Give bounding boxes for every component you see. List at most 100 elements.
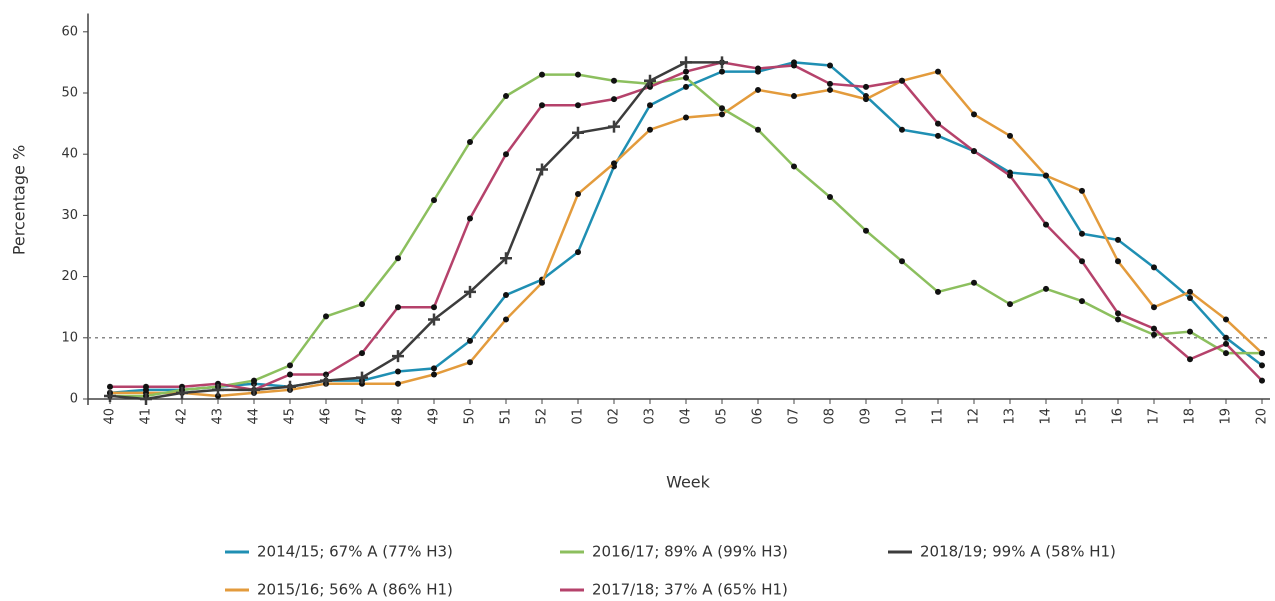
marker — [575, 190, 581, 197]
marker — [1151, 264, 1157, 271]
marker — [179, 383, 185, 390]
marker — [431, 304, 437, 311]
marker — [467, 359, 473, 366]
x-axis-title: Week — [666, 473, 711, 492]
marker — [572, 126, 584, 139]
x-tick-label: 50 — [463, 408, 478, 425]
marker — [359, 301, 365, 308]
x-tick-label: 12 — [967, 408, 982, 425]
marker — [971, 111, 977, 118]
marker — [248, 383, 260, 396]
marker — [791, 163, 797, 170]
x-tick-label: 49 — [427, 408, 442, 425]
x-tick-label: 18 — [1183, 408, 1198, 425]
marker — [1007, 132, 1013, 139]
marker — [1259, 350, 1265, 357]
marker — [1259, 362, 1265, 369]
y-tick-label: 50 — [61, 86, 78, 101]
marker — [215, 392, 221, 399]
x-tick-label: 45 — [283, 408, 298, 425]
marker — [356, 371, 368, 384]
marker — [395, 380, 401, 387]
x-tick-label: 52 — [535, 408, 550, 425]
marker — [1007, 172, 1013, 179]
x-tick-label: 51 — [499, 408, 514, 425]
marker — [899, 126, 905, 133]
x-tick-label: 16 — [1111, 408, 1126, 425]
marker — [467, 215, 473, 222]
x-tick-label: 08 — [823, 408, 838, 425]
marker — [827, 62, 833, 69]
marker — [899, 258, 905, 265]
series-line — [110, 61, 1263, 392]
x-tick-label: 07 — [787, 408, 802, 425]
x-tick-label: 10 — [895, 408, 910, 425]
marker — [431, 371, 437, 378]
x-tick-label: 47 — [355, 408, 370, 425]
marker — [935, 288, 941, 295]
marker — [644, 74, 656, 87]
marker — [431, 365, 437, 372]
marker — [428, 313, 440, 326]
marker — [716, 56, 728, 69]
x-tick-label: 48 — [391, 408, 406, 425]
x-tick-label: 02 — [607, 408, 622, 425]
marker — [215, 380, 221, 387]
marker — [611, 96, 617, 103]
marker — [500, 252, 512, 265]
x-tick-label: 41 — [139, 408, 154, 425]
marker — [575, 102, 581, 109]
marker — [647, 102, 653, 109]
marker — [1187, 356, 1193, 363]
marker — [608, 120, 620, 133]
legend-text: 2016/17; 89% A (99% H3) — [592, 543, 788, 561]
marker — [683, 68, 689, 75]
marker — [719, 68, 725, 75]
marker — [464, 285, 476, 298]
x-tick-label: 42 — [175, 408, 190, 425]
y-tick-label: 30 — [61, 208, 78, 223]
marker — [755, 126, 761, 133]
marker — [212, 383, 224, 396]
marker — [1115, 236, 1121, 243]
x-tick-label: 20 — [1255, 408, 1270, 425]
marker — [935, 68, 941, 75]
marker — [683, 83, 689, 90]
marker — [1079, 298, 1085, 305]
marker — [827, 194, 833, 201]
marker — [467, 337, 473, 344]
marker — [755, 65, 761, 72]
marker — [935, 120, 941, 127]
marker — [323, 371, 329, 378]
y-axis-title: Percentage % — [10, 145, 29, 255]
marker — [1115, 310, 1121, 317]
marker — [1007, 301, 1013, 308]
marker — [1223, 316, 1229, 323]
x-tick-label: 05 — [715, 408, 730, 425]
marker — [392, 350, 404, 363]
marker — [143, 383, 149, 390]
marker — [176, 386, 188, 399]
marker — [395, 255, 401, 262]
x-tick-label: 43 — [211, 408, 226, 425]
x-tick-label: 11 — [931, 408, 946, 425]
marker — [395, 368, 401, 375]
marker — [323, 313, 329, 320]
marker — [647, 126, 653, 133]
y-tick-label: 0 — [70, 392, 78, 407]
legend-text: 2015/16; 56% A (86% H1) — [257, 581, 453, 599]
marker — [539, 102, 545, 109]
marker — [863, 83, 869, 90]
marker — [755, 86, 761, 93]
marker — [647, 83, 653, 90]
marker — [1187, 295, 1193, 302]
marker — [1043, 285, 1049, 292]
marker — [287, 371, 293, 378]
marker — [1223, 350, 1229, 357]
marker — [899, 77, 905, 84]
x-tick-label: 14 — [1039, 408, 1054, 425]
marker — [320, 374, 332, 387]
marker — [1223, 334, 1229, 341]
marker — [1187, 328, 1193, 335]
marker — [575, 249, 581, 256]
